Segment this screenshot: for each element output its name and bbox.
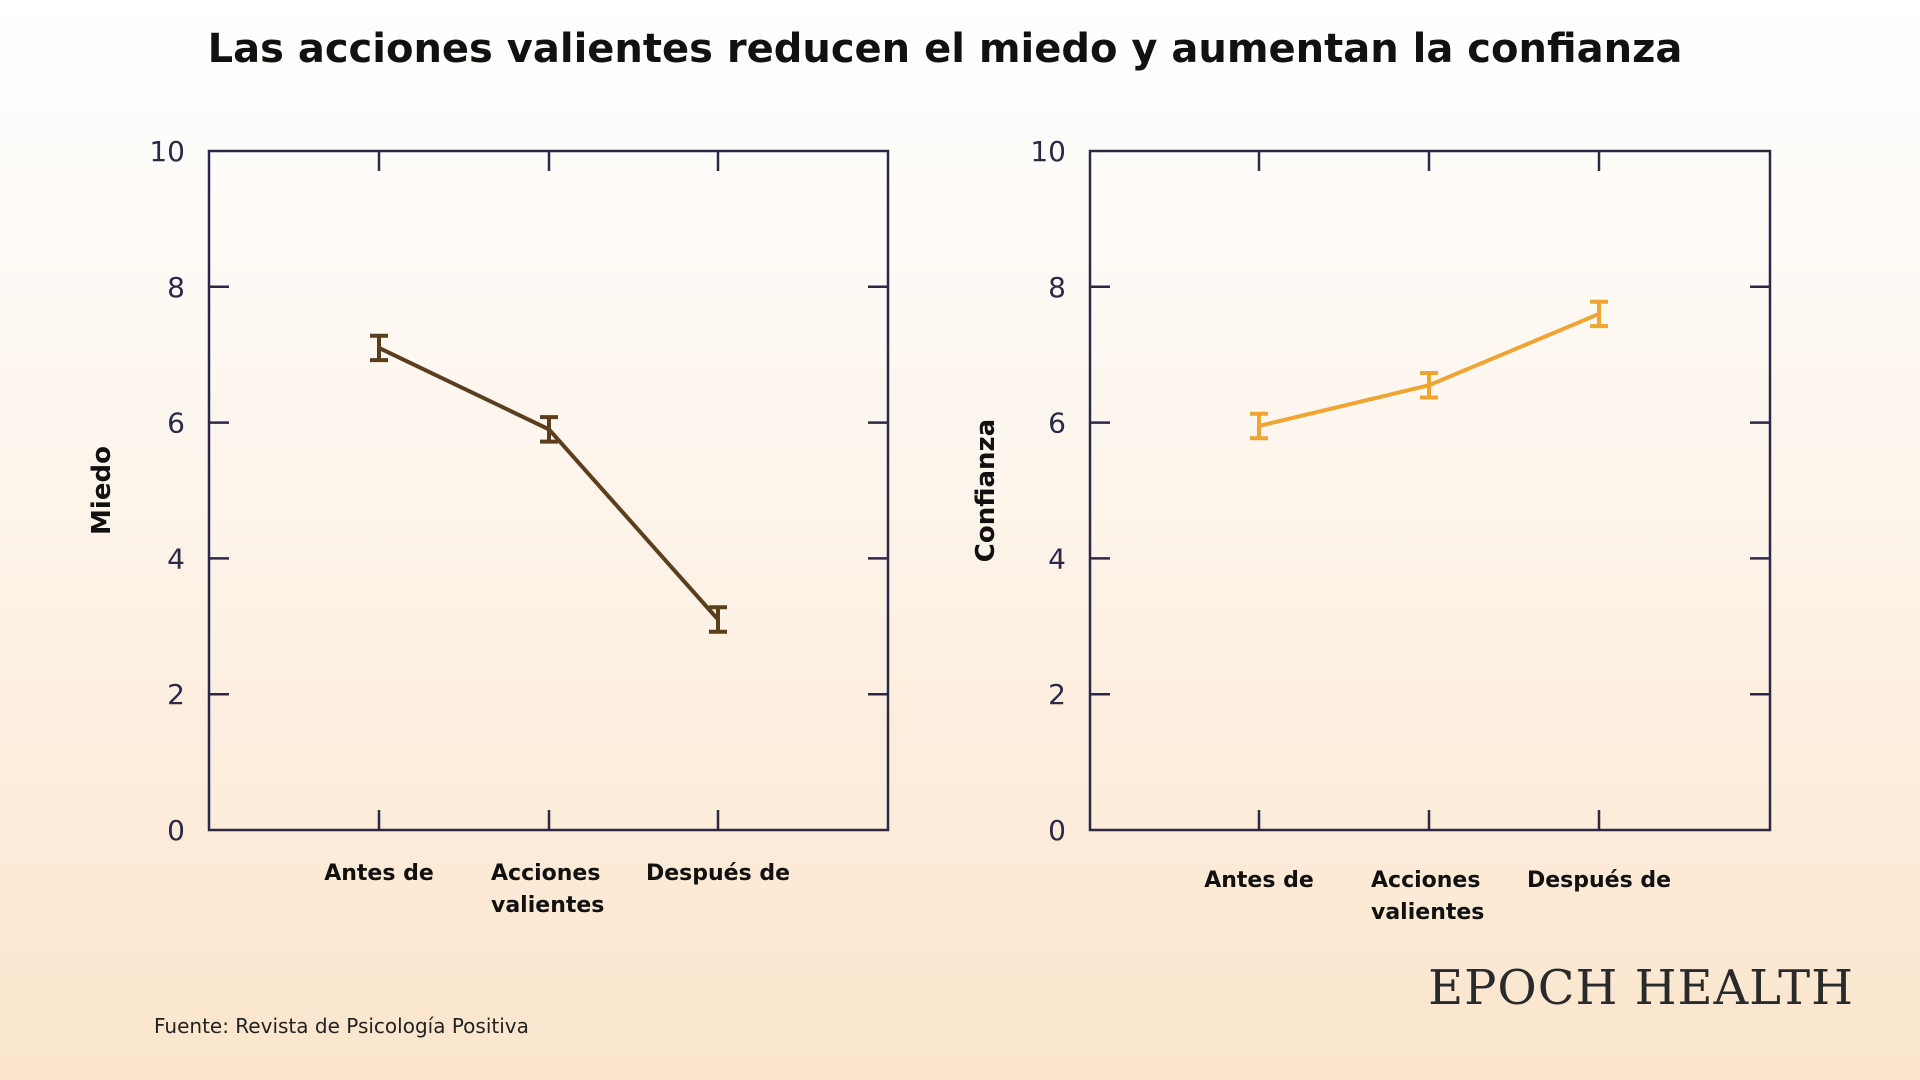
miedo-chart: 0 2 4 6 8 10 Antes de Acciones valientes Después … — [87, 135, 890, 918]
y-tick-label: 6 — [167, 407, 185, 440]
y-tick-label: 6 — [1048, 407, 1066, 440]
confianza-chart: 0 2 4 6 8 10 Antes de Acciones valientes Después … — [971, 135, 1772, 925]
y-tick-label: 8 — [1048, 271, 1066, 304]
plot-frame — [1088, 149, 1772, 832]
source-note: Fuente: Revista de Psicología Positiva — [154, 1014, 529, 1038]
x-tick-label: Después de — [1527, 868, 1671, 893]
x-tick-label: Antes de — [324, 861, 434, 886]
y-axis-label: Confianza — [971, 419, 1001, 562]
x-tick-label: Acciones valientes — [1371, 868, 1484, 925]
y-tick-label: 10 — [149, 135, 185, 168]
x-tick-label: Después de — [646, 861, 790, 886]
x-tick-label: Acciones valientes — [491, 861, 604, 918]
y-tick-label: 0 — [1048, 814, 1066, 847]
series-line — [1258, 312, 1600, 428]
plot-frame — [207, 149, 890, 832]
x-tick-label: Antes de — [1204, 868, 1314, 893]
y-tick-label: 0 — [167, 814, 185, 847]
y-tick-label: 4 — [1048, 542, 1066, 575]
y-tick-label: 2 — [1048, 678, 1066, 711]
series-line — [378, 346, 720, 621]
y-tick-label: 10 — [1030, 135, 1066, 168]
y-tick-label: 8 — [167, 271, 185, 304]
brand-logo: EPOCH HEALTH — [1428, 960, 1854, 1016]
y-tick-label: 2 — [167, 678, 185, 711]
y-tick-label: 4 — [167, 542, 185, 575]
y-axis-label: Miedo — [87, 446, 117, 535]
chart-title: Las acciones valientes reducen el miedo … — [207, 26, 1683, 72]
